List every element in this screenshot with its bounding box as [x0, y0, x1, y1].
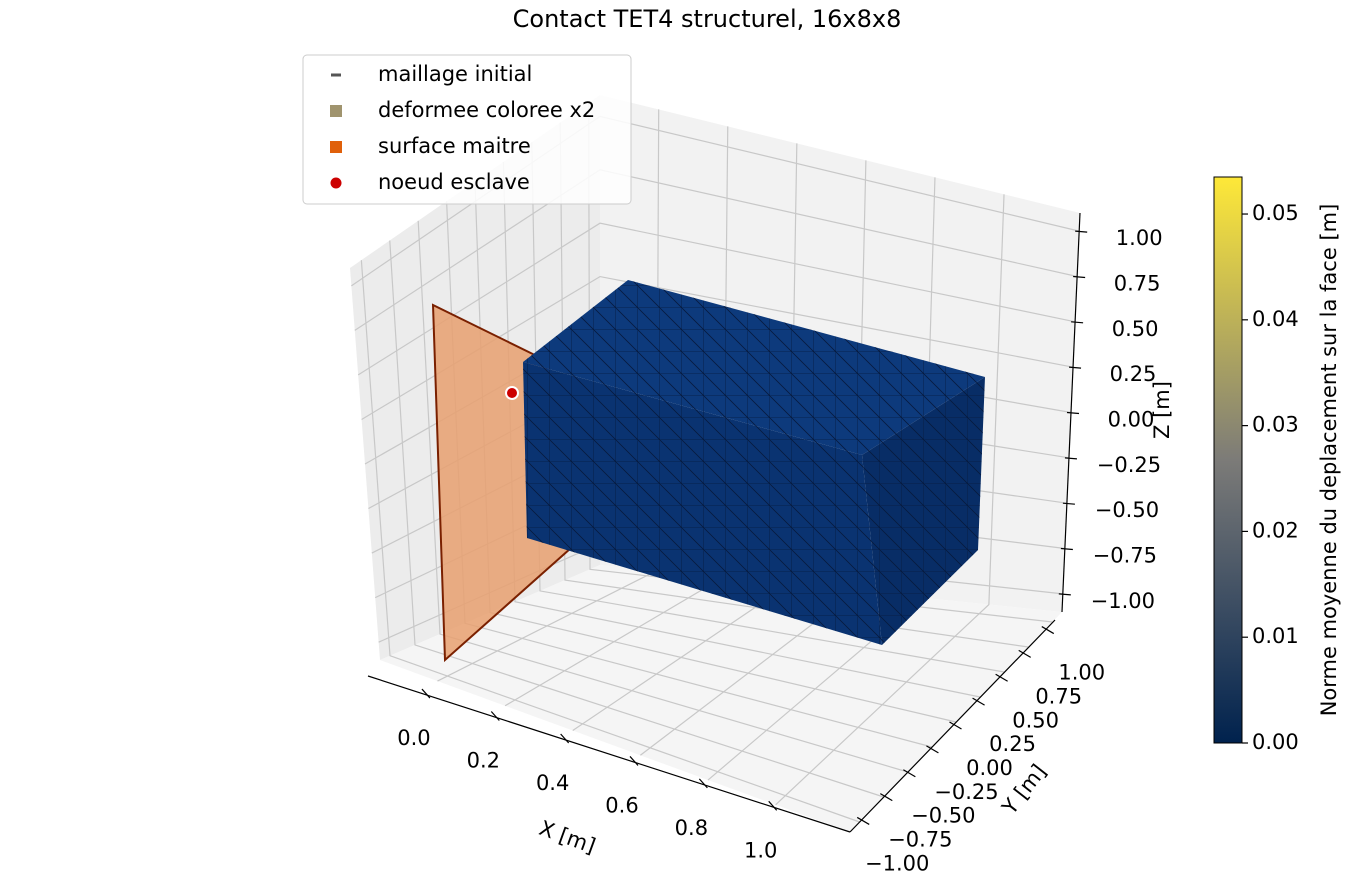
tick-mark	[421, 688, 431, 699]
y-tick-label: −1.00	[865, 851, 929, 875]
z-tick-label: −0.75	[1093, 544, 1157, 568]
tick-mark	[1062, 502, 1075, 505]
tick-mark	[856, 816, 870, 825]
tick-mark	[995, 673, 1008, 682]
tick-mark	[1073, 275, 1086, 279]
colorbar-tick-label: 0.02	[1252, 518, 1299, 542]
y-tick-label: −0.25	[934, 780, 998, 804]
tick-mark	[1060, 547, 1073, 551]
z-tick-label: −0.50	[1095, 498, 1159, 522]
deformed-mesh	[523, 280, 985, 645]
legend-label: maillage initial	[378, 62, 532, 86]
z-tick-label: 1.00	[1116, 226, 1163, 250]
tick-mark	[1066, 411, 1080, 415]
y-axis	[849, 619, 1056, 833]
grid-line	[775, 194, 1005, 806]
x-tick-label: 0.4	[536, 771, 569, 795]
mesh-top-lines	[523, 280, 985, 455]
tick-mark	[972, 697, 985, 706]
mesh-front-lines	[523, 362, 882, 645]
legend-swatch	[330, 105, 342, 117]
z-tick-label: 0.75	[1114, 271, 1161, 295]
tick-mark	[1064, 457, 1078, 460]
chart-title: Contact TET4 structurel, 16x8x8	[513, 5, 902, 33]
legend-label: noeud esclave	[378, 170, 530, 194]
z-tick-label: 0.50	[1112, 317, 1159, 341]
slave-node	[505, 386, 519, 400]
x-axis-label: X [m]	[536, 816, 599, 858]
x-axis	[367, 675, 851, 833]
tick-mark	[560, 733, 570, 744]
tick-mark	[879, 793, 893, 802]
y-tick-label: 1.00	[1058, 661, 1105, 685]
mesh-side-lines	[862, 377, 985, 645]
legend-label: surface maitre	[378, 134, 531, 158]
tick-mark	[698, 778, 708, 789]
grid-line	[360, 260, 860, 823]
y-tick-label: 0.00	[966, 756, 1013, 780]
x-tick-label: 0.8	[675, 816, 708, 840]
grid-line	[502, 161, 981, 698]
colorbar-label: Norme moyenne du deplacement sur la face…	[1317, 204, 1341, 717]
legend-label: deformee coloree x2	[378, 98, 595, 122]
colorbar-tick-label: 0.01	[1252, 624, 1299, 648]
tick-mark	[1058, 593, 1071, 596]
legend-swatch	[331, 73, 341, 77]
x-tick-label: 0.6	[605, 793, 638, 817]
tick-mark	[903, 769, 916, 778]
x-tick-label: 0.2	[467, 749, 500, 773]
z-tick-label: 0.25	[1110, 362, 1157, 386]
tick-mark	[490, 711, 500, 721]
grid-line	[389, 240, 884, 798]
tick-mark	[1041, 626, 1055, 635]
colorbar-tick-label: 0.05	[1252, 201, 1299, 225]
tick-mark	[768, 800, 778, 811]
y-tick-label: 0.75	[1035, 684, 1082, 708]
tick-mark	[926, 745, 939, 754]
colorbar-tick-label: 0.03	[1252, 413, 1299, 437]
grid-line	[417, 220, 908, 773]
colorbar-fill	[1213, 176, 1243, 744]
z-tick-label: 0.00	[1108, 408, 1155, 432]
legend-swatch	[330, 141, 342, 153]
colorbar-tick-label: 0.04	[1252, 307, 1299, 331]
legend-swatch	[330, 177, 342, 189]
tick-mark	[1071, 321, 1084, 324]
y-tick-label: −0.75	[888, 828, 952, 852]
x-tick-label: 0.0	[397, 726, 430, 750]
colorbar: Norme moyenne du deplacement sur la face…	[1213, 176, 1341, 754]
z-tick-label: −0.25	[1097, 453, 1161, 477]
z-tick-label: −1.00	[1091, 589, 1155, 613]
y-tick-label: 0.25	[989, 732, 1036, 756]
y-tick-label: 0.50	[1012, 708, 1059, 732]
z-axis-label: Z [m]	[1150, 381, 1174, 439]
legend: maillage initial deformee coloree x2 surfa…	[302, 54, 632, 205]
tick-mark	[1075, 230, 1088, 233]
grid-line	[531, 142, 1005, 673]
tick-mark	[629, 756, 639, 766]
tick-mark	[949, 721, 962, 730]
tick-mark	[1018, 649, 1032, 658]
x-tick-label: 1.0	[744, 838, 777, 862]
legend-box	[302, 54, 632, 205]
y-tick-label: −0.50	[911, 804, 975, 828]
tick-mark	[1068, 366, 1082, 369]
colorbar-tick-label: 0.00	[1252, 730, 1299, 754]
